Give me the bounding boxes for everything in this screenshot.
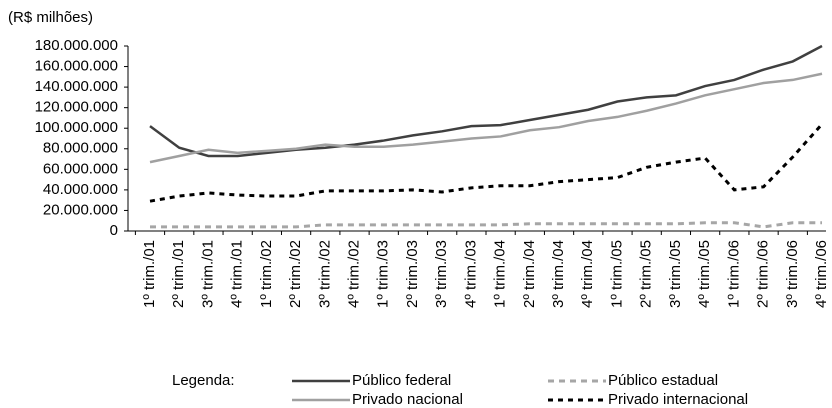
y-tick-label: 0: [110, 222, 118, 239]
x-tick-label: 1º trim./04: [492, 240, 509, 308]
x-tick-label: 2º trim./03: [404, 240, 421, 308]
legend-label: Privado nacional: [352, 391, 463, 408]
x-tick-label: 4º trim./05: [696, 240, 713, 308]
legend-label: Público estadual: [608, 372, 718, 389]
y-tick-label: 40.000.000: [43, 181, 118, 198]
x-tick-label: 2º trim./06: [755, 240, 772, 308]
x-tick-label: 3º trim./03: [433, 240, 450, 308]
x-tick-label: 3º trim./02: [316, 240, 333, 308]
y-tick-label: 100.000.000: [35, 119, 118, 136]
x-tick-label: 4º trim./02: [345, 240, 362, 308]
x-tick-label: 1º trim./01: [141, 240, 158, 308]
x-tick-label: 3º trim./04: [550, 240, 567, 308]
x-tick-label: 4º trim./04: [579, 240, 596, 308]
y-tick-label: 20.000.000: [43, 201, 118, 218]
x-tick-label: 2º trim./05: [638, 240, 655, 308]
y-tick-label: 60.000.000: [43, 160, 118, 177]
x-tick-label: 1º trim./02: [258, 240, 275, 308]
series-line: [149, 44, 823, 158]
x-tick-label: 2º trim./01: [170, 240, 187, 308]
x-tick-label: 1º trim./05: [608, 240, 625, 308]
y-tick-label: 120.000.000: [35, 99, 118, 116]
y-tick-label: 140.000.000: [35, 78, 118, 95]
legend-label: Público federal: [352, 372, 451, 389]
x-tick-label: 3º trim./05: [667, 240, 684, 308]
x-tick-label: 4º trim./03: [462, 240, 479, 308]
legend-label: Privado internacional: [608, 391, 748, 408]
x-tick-label: 4º trim./06: [813, 240, 830, 308]
y-tick-label: 160.000.000: [35, 58, 118, 75]
series-line: [149, 72, 823, 164]
y-tick-label: 80.000.000: [43, 140, 118, 157]
series-line: [149, 123, 824, 203]
x-tick-label: 1º trim./06: [725, 240, 742, 308]
y-tick-label: 180.000.000: [35, 37, 118, 54]
x-tick-label: 3º trim./06: [784, 240, 801, 308]
x-tick-label: 4º trim./01: [229, 240, 246, 308]
legend-title: Legenda:: [172, 372, 235, 389]
x-tick-label: 1º trim./03: [375, 240, 392, 308]
x-tick-label: 2º trim./04: [521, 240, 538, 308]
y-axis-label: (R$ milhões): [8, 9, 93, 26]
x-tick-label: 2º trim./02: [287, 240, 304, 308]
series-line: [150, 221, 822, 229]
x-tick-label: 3º trim./01: [199, 240, 216, 308]
